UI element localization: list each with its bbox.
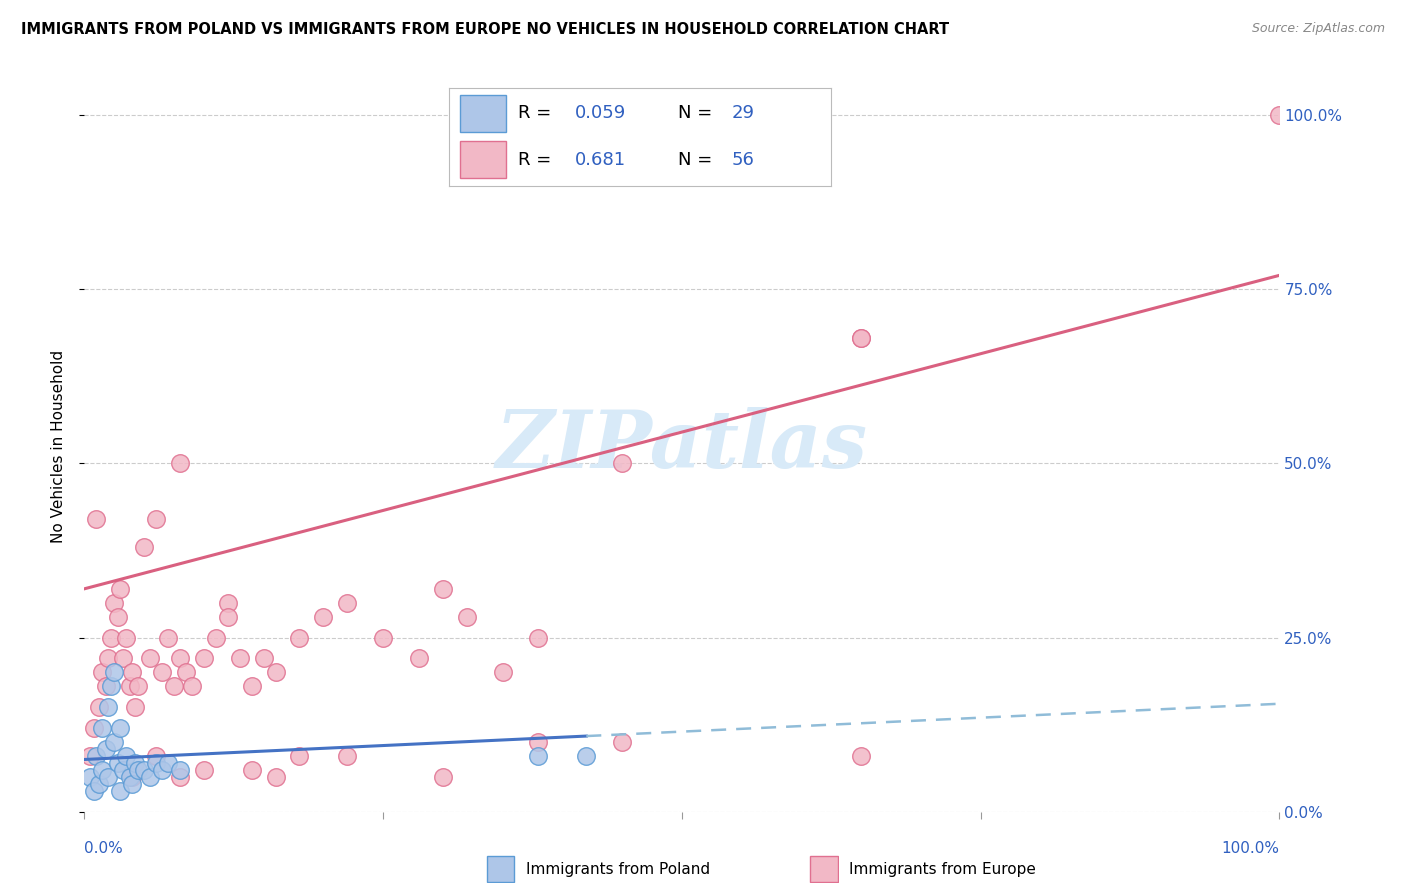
Point bbox=[288, 631, 311, 645]
Point bbox=[312, 609, 335, 624]
Point bbox=[264, 665, 287, 680]
Point bbox=[86, 512, 108, 526]
Point bbox=[91, 665, 114, 680]
Point bbox=[851, 749, 873, 764]
Point bbox=[100, 679, 122, 693]
Point bbox=[118, 679, 141, 693]
Point bbox=[851, 331, 873, 345]
Point bbox=[97, 770, 120, 784]
Point bbox=[150, 665, 173, 680]
Text: ZIPatlas: ZIPatlas bbox=[496, 408, 868, 484]
Point bbox=[83, 784, 105, 798]
Point bbox=[169, 770, 191, 784]
Point bbox=[373, 631, 395, 645]
Point bbox=[288, 749, 311, 764]
Point bbox=[83, 721, 105, 735]
Point bbox=[97, 651, 120, 665]
Text: Immigrants from Poland: Immigrants from Poland bbox=[526, 863, 710, 877]
Text: Immigrants from Europe: Immigrants from Europe bbox=[849, 863, 1036, 877]
Point bbox=[139, 770, 162, 784]
Point bbox=[456, 609, 478, 624]
Point bbox=[169, 651, 191, 665]
Point bbox=[86, 749, 108, 764]
Point bbox=[91, 763, 114, 777]
Point bbox=[118, 770, 141, 784]
Point bbox=[253, 651, 276, 665]
Point bbox=[103, 665, 125, 680]
Point bbox=[87, 777, 110, 791]
Point bbox=[240, 763, 263, 777]
Point bbox=[145, 512, 167, 526]
Point bbox=[432, 770, 454, 784]
Point bbox=[107, 756, 129, 770]
Point bbox=[169, 763, 191, 777]
Point bbox=[124, 756, 146, 770]
Text: 100.0%: 100.0% bbox=[1222, 841, 1279, 856]
Point bbox=[132, 763, 156, 777]
Point bbox=[217, 609, 239, 624]
Point bbox=[851, 331, 873, 345]
Point bbox=[115, 749, 138, 764]
Point bbox=[145, 749, 167, 764]
Text: Source: ZipAtlas.com: Source: ZipAtlas.com bbox=[1251, 22, 1385, 36]
Text: IMMIGRANTS FROM POLAND VS IMMIGRANTS FROM EUROPE NO VEHICLES IN HOUSEHOLD CORREL: IMMIGRANTS FROM POLAND VS IMMIGRANTS FRO… bbox=[21, 22, 949, 37]
Point bbox=[94, 742, 117, 756]
Point bbox=[163, 679, 186, 693]
Point bbox=[169, 457, 191, 471]
Point bbox=[121, 665, 143, 680]
Point bbox=[432, 582, 454, 596]
Point bbox=[111, 651, 134, 665]
Point bbox=[575, 749, 598, 764]
Point bbox=[217, 596, 239, 610]
Y-axis label: No Vehicles in Household: No Vehicles in Household bbox=[51, 350, 66, 542]
Point bbox=[127, 763, 149, 777]
Point bbox=[205, 631, 228, 645]
Point bbox=[107, 609, 129, 624]
Point bbox=[110, 784, 132, 798]
Point bbox=[264, 770, 287, 784]
Point bbox=[336, 596, 359, 610]
Point bbox=[181, 679, 204, 693]
Point bbox=[408, 651, 430, 665]
Point bbox=[1268, 108, 1291, 122]
Point bbox=[527, 631, 550, 645]
Point bbox=[103, 596, 125, 610]
Text: 0.0%: 0.0% bbox=[84, 841, 124, 856]
Point bbox=[229, 651, 252, 665]
Point bbox=[612, 735, 634, 749]
Point bbox=[94, 679, 117, 693]
Point bbox=[87, 700, 110, 714]
Point bbox=[79, 749, 101, 764]
Point bbox=[100, 631, 122, 645]
Point bbox=[193, 651, 215, 665]
Point bbox=[124, 700, 146, 714]
Point bbox=[111, 763, 134, 777]
Point bbox=[110, 721, 132, 735]
Point bbox=[79, 770, 101, 784]
FancyBboxPatch shape bbox=[810, 856, 838, 881]
Point bbox=[139, 651, 162, 665]
Point bbox=[193, 763, 215, 777]
Point bbox=[612, 457, 634, 471]
Point bbox=[103, 735, 125, 749]
Point bbox=[115, 631, 138, 645]
Point bbox=[336, 749, 359, 764]
Point bbox=[121, 770, 143, 784]
Point bbox=[240, 679, 263, 693]
Point bbox=[527, 749, 550, 764]
Point bbox=[145, 756, 167, 770]
Point bbox=[492, 665, 515, 680]
Point bbox=[150, 763, 173, 777]
Point bbox=[157, 631, 180, 645]
Point bbox=[157, 756, 180, 770]
Point bbox=[110, 582, 132, 596]
Point bbox=[527, 735, 550, 749]
Point bbox=[97, 700, 120, 714]
Point bbox=[174, 665, 197, 680]
Point bbox=[132, 540, 156, 554]
Point bbox=[127, 679, 149, 693]
Point bbox=[91, 721, 114, 735]
Point bbox=[121, 777, 143, 791]
FancyBboxPatch shape bbox=[486, 856, 515, 881]
